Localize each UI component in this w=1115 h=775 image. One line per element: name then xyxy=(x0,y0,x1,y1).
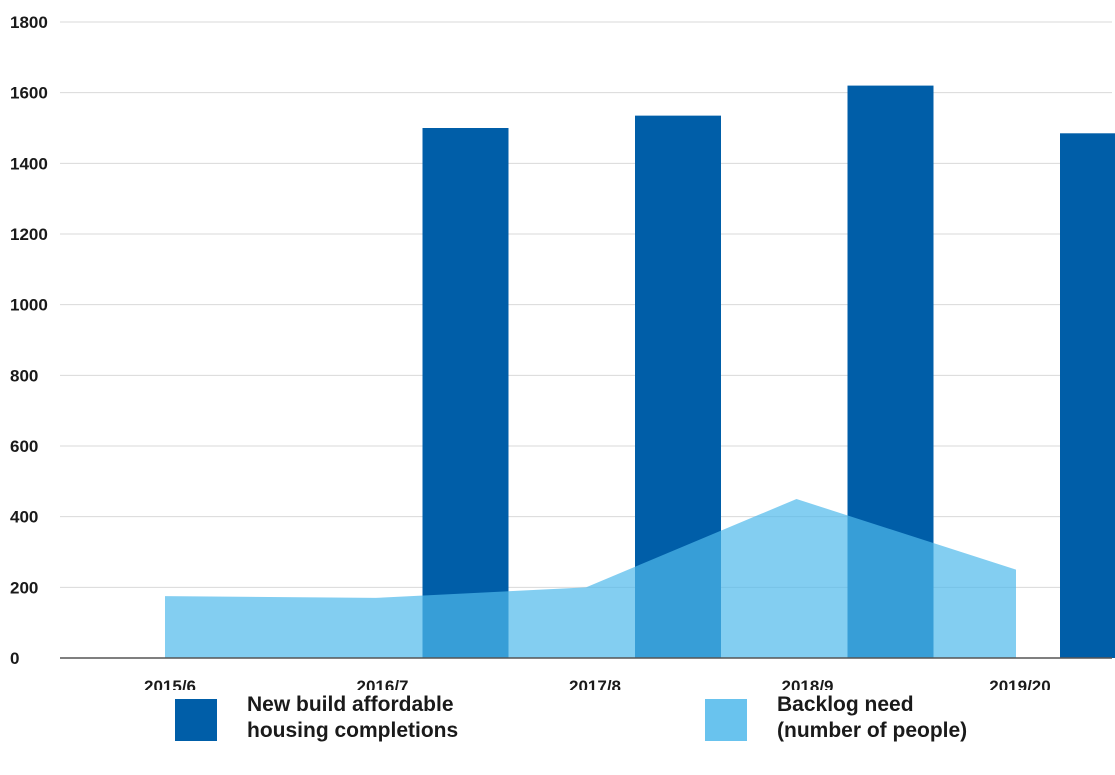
area-backlog xyxy=(165,499,1016,658)
y-tick-label: 1800 xyxy=(10,13,48,32)
y-tick-label: 0 xyxy=(10,649,19,668)
x-tick-label: 2019/20 xyxy=(989,677,1050,690)
y-tick-label: 1000 xyxy=(10,296,48,315)
x-tick-label: 2018/9 xyxy=(782,677,834,690)
x-tick-label: 2015/6 xyxy=(144,677,196,690)
legend-swatch-completions xyxy=(175,699,217,741)
x-tick-label: 2016/7 xyxy=(357,677,409,690)
y-tick-label: 1200 xyxy=(10,225,48,244)
y-tick-label: 200 xyxy=(10,578,38,597)
x-tick-label: 2017/8 xyxy=(569,677,621,690)
y-tick-label: 600 xyxy=(10,437,38,456)
y-tick-label: 800 xyxy=(10,366,38,385)
legend-item-completions: New build affordable housing completions xyxy=(175,692,527,744)
legend-label-line: housing completions xyxy=(247,719,459,742)
legend-label-line: Backlog need xyxy=(777,693,914,716)
y-tick-label: 1600 xyxy=(10,84,48,103)
gridlines xyxy=(60,21,1112,588)
legend-label-completions: New build affordable housing completions xyxy=(247,692,527,744)
y-tick-label: 1400 xyxy=(10,154,48,173)
legend-label-line: New build affordable xyxy=(247,693,454,716)
y-tick-label: 400 xyxy=(10,508,38,527)
area-series xyxy=(165,499,1016,658)
legend-label-backlog: Backlog need (number of people) xyxy=(777,692,1057,744)
legend-label-line: (number of people) xyxy=(777,719,968,742)
legend-swatch-backlog xyxy=(705,699,747,741)
legend-item-backlog: Backlog need (number of people) xyxy=(705,692,1057,744)
bar-completions xyxy=(1060,133,1115,659)
y-axis-ticks: 0 200 400 600 800 1000 1200 1400 1600 1800 xyxy=(10,13,48,668)
x-axis-ticks: 2015/6 2016/7 2017/8 2018/9 2019/20 xyxy=(144,677,1051,690)
chart: 0 200 400 600 800 1000 1200 1400 1600 1800 2015/6… xyxy=(10,13,1115,690)
bar-completions xyxy=(422,128,509,658)
